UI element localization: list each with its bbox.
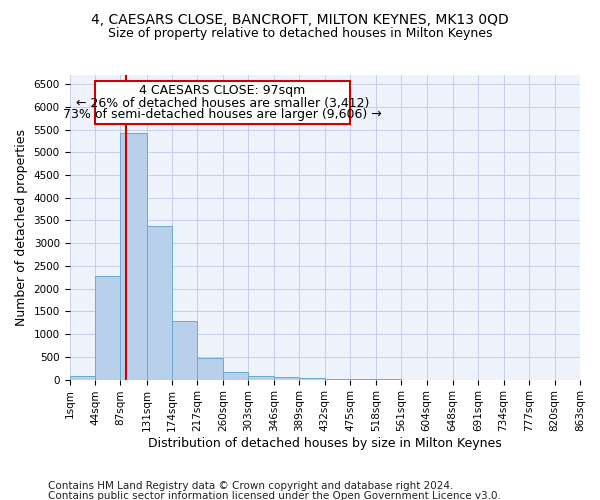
Bar	[146, 226, 172, 380]
Bar	[223, 372, 248, 380]
Bar	[121, 132, 146, 380]
Text: Contains public sector information licensed under the Open Government Licence v3: Contains public sector information licen…	[48, 491, 501, 500]
X-axis label: Distribution of detached houses by size in Milton Keynes: Distribution of detached houses by size …	[148, 437, 502, 450]
Bar	[248, 376, 274, 380]
Bar	[70, 376, 95, 380]
Bar	[299, 378, 325, 380]
Bar	[95, 276, 121, 380]
Text: Size of property relative to detached houses in Milton Keynes: Size of property relative to detached ho…	[108, 28, 492, 40]
Y-axis label: Number of detached properties: Number of detached properties	[15, 129, 28, 326]
Bar	[95, 82, 350, 124]
Text: 73% of semi-detached houses are larger (9,606) →: 73% of semi-detached houses are larger (…	[63, 108, 382, 121]
Text: 4, CAESARS CLOSE, BANCROFT, MILTON KEYNES, MK13 0QD: 4, CAESARS CLOSE, BANCROFT, MILTON KEYNE…	[91, 12, 509, 26]
Bar	[172, 321, 197, 380]
Bar	[274, 378, 299, 380]
Text: 4 CAESARS CLOSE: 97sqm: 4 CAESARS CLOSE: 97sqm	[139, 84, 306, 98]
Bar	[197, 358, 223, 380]
Text: ← 26% of detached houses are smaller (3,412): ← 26% of detached houses are smaller (3,…	[76, 97, 369, 110]
Text: Contains HM Land Registry data © Crown copyright and database right 2024.: Contains HM Land Registry data © Crown c…	[48, 481, 454, 491]
